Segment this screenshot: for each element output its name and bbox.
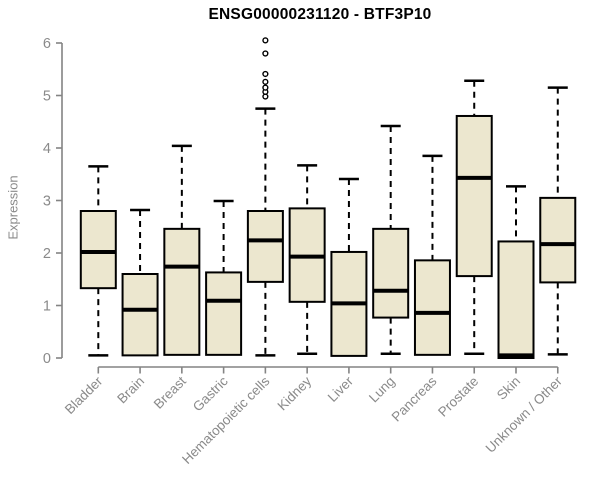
x-category-label: Pancreas [389,373,440,424]
x-category-label: Breast [151,373,189,411]
y-tick-label: 3 [43,194,51,210]
x-category-label: Kidney [274,373,314,413]
outlier-point-hematopoietic-cells [262,78,269,85]
outlier-point-hematopoietic-cells [262,50,269,57]
x-category-label: Brain [114,374,147,407]
outlier-point-hematopoietic-cells [262,37,269,44]
box-pancreas [413,259,451,356]
box-breast [163,227,201,356]
y-tick-label: 6 [43,36,51,52]
x-category-label: Bladder [62,373,106,417]
x-category-label: Lung [366,374,398,406]
x-category-label: Liver [325,373,357,405]
x-category-label: Prostate [435,374,481,420]
box-skin [497,240,535,359]
box-bladder [79,210,117,290]
x-category-label: Unknown / Other [483,373,566,456]
box-unknown-other [539,196,577,284]
y-tick-label: 4 [43,141,51,157]
box-brain [121,273,159,357]
y-tick-label: 0 [43,351,51,367]
y-tick-label: 1 [43,299,51,315]
box-lung [372,227,410,319]
box-gastric [205,271,243,356]
x-category-label: Gastric [190,373,231,414]
outlier-point-hematopoietic-cells [262,84,269,91]
x-category-label: Skin [494,374,523,403]
box-hematopoietic-cells [246,210,284,283]
outlier-point-hematopoietic-cells [262,70,269,78]
chart-title: ENSG00000231120 - BTF3P10 [208,6,432,23]
y-tick-label: 5 [43,89,51,105]
y-tick-label: 2 [43,246,51,262]
box-prostate [455,114,493,278]
